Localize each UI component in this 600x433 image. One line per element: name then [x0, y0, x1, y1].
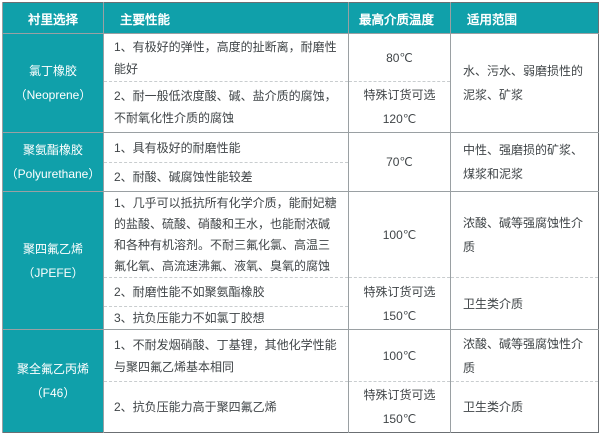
material-name: 聚四氟乙烯 [22, 241, 83, 256]
performance-cell: 2、抗负压能力高于聚四氟乙烯 [103, 381, 349, 433]
performance-cell: 2、耐磨性能不如聚氨酯橡胶 [103, 277, 349, 307]
material-subname: （F46） [30, 386, 76, 400]
material-name: 氯丁橡胶 [28, 64, 77, 78]
temp-cell: 特殊订货可选 150℃ [348, 277, 451, 330]
header-performance: 主要性能 [103, 2, 349, 34]
table-row: 聚四氟乙烯 （JPEFE） 1、几乎可以抵抗所有化学介质，能耐妃糖 的盐酸、硫酸、… [2, 191, 599, 330]
range-cell: 中性、强磨损的矿浆、 煤浆和泥浆 [450, 132, 599, 192]
performance-cell: 3、抗负压能力不如氯丁胶想 [103, 306, 349, 330]
temp-cell: 100℃ [348, 191, 451, 278]
material-name: 聚全氟乙丙烯 [16, 362, 89, 376]
table-row: 2、耐酸、碱腐蚀性能较差 [3, 162, 599, 192]
performance-cell: 1、不耐发烟硝酸、丁基锂，其他化学性能 与聚四氟乙烯基本相同 [103, 329, 349, 382]
range-cell: 浓酸、碱等强腐蚀性介 质 [450, 329, 599, 382]
temp-cell: 100℃ [348, 329, 451, 382]
range-cell: 卫生类介质 [450, 381, 599, 433]
temp-cell: 特殊订货可选 120℃ [348, 81, 451, 133]
range-cell: 卫生类介质 [450, 277, 599, 330]
table-row: 聚氨酯橡胶 （Polyurethane） 1、具有极好的耐磨性能 70℃ 中性、强… [2, 132, 599, 192]
performance-cell: 1、具有极好的耐磨性能 [103, 132, 349, 163]
performance-cell: 2、耐一般低浓度酸、碱、盐介质的腐蚀， 不耐氧化性介质的腐蚀 [103, 81, 349, 133]
temp-cell: 特殊订货可选 150℃ [348, 381, 451, 433]
material-subname: （Neoprene） [14, 88, 92, 102]
performance-cell: 2、耐酸、碱腐蚀性能较差 [103, 162, 349, 192]
table-row: 氯丁橡胶 （Neoprene） 1、有极好的弹性，高度的扯断离，耐磨性 能好 80… [2, 33, 599, 133]
table-row: 2、耐一般低浓度酸、碱、盐介质的腐蚀， 不耐氧化性介质的腐蚀 特殊订货可选 12… [3, 81, 599, 133]
material-cell-f46: 聚全氟乙丙烯 （F46） [2, 329, 104, 433]
temp-cell: 80℃ [348, 33, 451, 82]
material-subname: （JPEFE） [22, 265, 84, 280]
range-cell: 浓酸、碱等强腐蚀性介 质 [450, 191, 599, 278]
material-name: 聚氨酯橡胶 [22, 143, 83, 157]
material-cell-neoprene: 氯丁橡胶 （Neoprene） [2, 33, 104, 133]
header-range: 适用范围 [450, 2, 599, 34]
table-row: 聚全氟乙丙烯 （F46） 1、不耐发烟硝酸、丁基锂，其他化学性能 与聚四氟乙烯基本… [2, 329, 599, 433]
header-row: 衬里选择 主要性能 最高介质温度 适用范围 [2, 2, 599, 34]
table-row: 2、抗负压能力高于聚四氟乙烯 特殊订货可选 150℃ 卫生类介质 [3, 381, 599, 433]
table-row: 3、抗负压能力不如氯丁胶想 [3, 306, 599, 330]
material-cell-jpefe: 聚四氟乙烯 （JPEFE） [2, 191, 104, 330]
header-max-temp: 最高介质温度 [348, 2, 451, 34]
table-row: 2、耐磨性能不如聚氨酯橡胶 特殊订货可选 150℃ 卫生类介质 [3, 277, 599, 330]
material-cell-polyurethane: 聚氨酯橡胶 （Polyurethane） [2, 132, 104, 192]
performance-cell: 1、几乎可以抵抗所有化学介质，能耐妃糖 的盐酸、硫酸、硝酸和王水，也能耐浓碱 和… [103, 191, 349, 278]
temp-cell: 70℃ [348, 132, 451, 192]
material-subname: （Polyurethane） [5, 167, 101, 181]
header-lining: 衬里选择 [2, 2, 104, 34]
range-cell: 水、污水、弱磨损性的 泥浆、矿浆 [450, 33, 599, 133]
performance-cell: 1、有极好的弹性，高度的扯断离，耐磨性 能好 [103, 33, 349, 82]
